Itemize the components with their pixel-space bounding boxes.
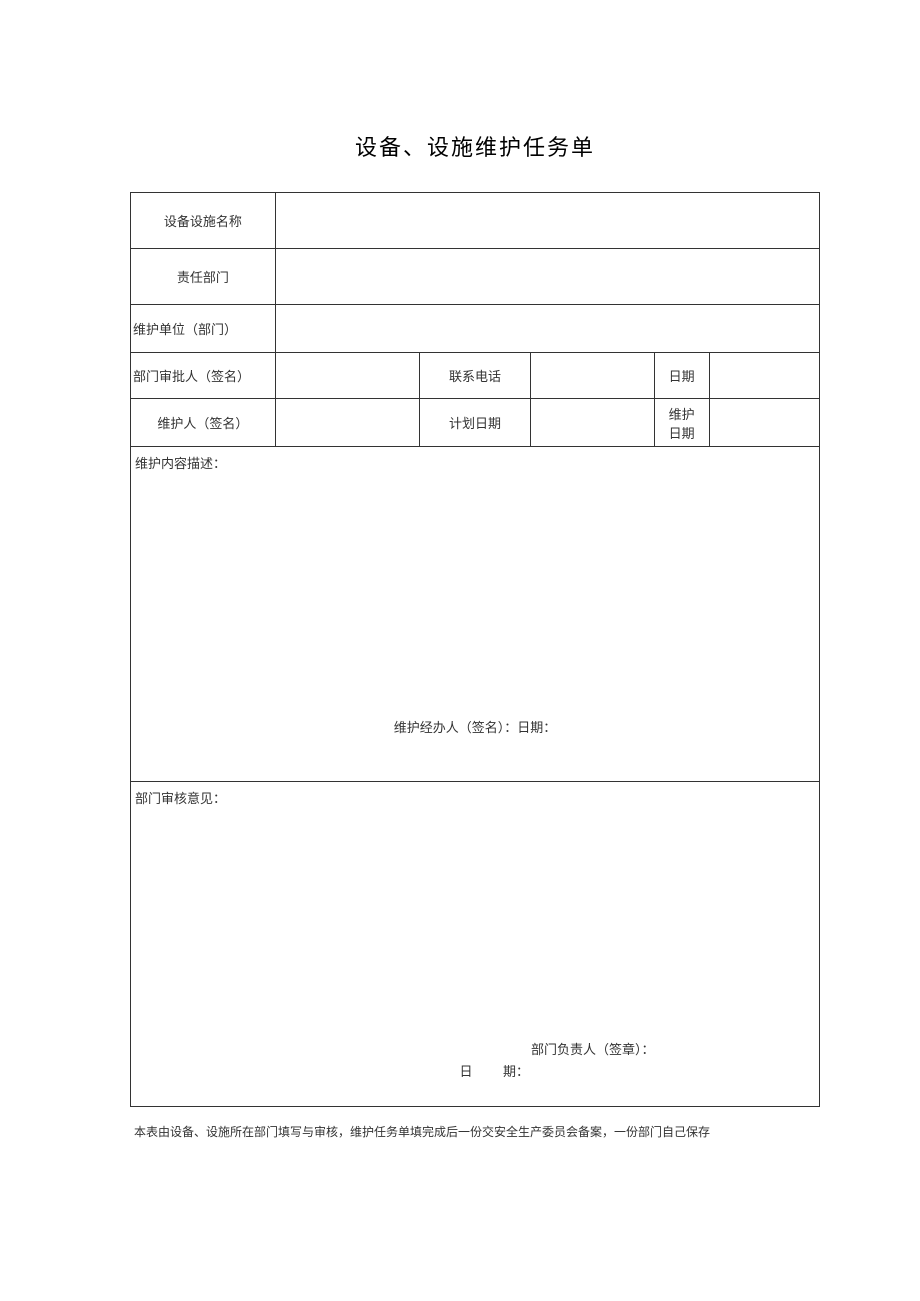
maint-date-line1: 维护 bbox=[669, 407, 695, 422]
label-maintainer: 维护人（签名） bbox=[131, 399, 276, 447]
form-footnote: 本表由设备、设施所在部门填写与审核，维护任务单填完成后一份交安全生产委员会备案，… bbox=[130, 1123, 820, 1140]
dept-head-signature-line: 部门负责人（签章）： bbox=[531, 1039, 655, 1058]
field-date[interactable] bbox=[709, 353, 819, 399]
label-maint-date: 维护 日期 bbox=[654, 399, 709, 447]
label-dept-review: 部门审核意见： bbox=[135, 788, 226, 807]
maintenance-content-section[interactable]: 维护内容描述： 维护经办人（签名）：日期： bbox=[131, 447, 820, 782]
label-plan-date: 计划日期 bbox=[420, 399, 530, 447]
field-maintenance-unit[interactable] bbox=[275, 305, 819, 353]
review-date-line: 日期： bbox=[441, 1061, 541, 1080]
label-equipment-name: 设备设施名称 bbox=[131, 193, 276, 249]
maintenance-form-table: 设备设施名称 责任部门 维护单位（部门） 部门审批人（签名） 联系电话 日期 维… bbox=[130, 192, 820, 1107]
label-date: 日期 bbox=[654, 353, 709, 399]
label-content-desc: 维护内容描述： bbox=[135, 453, 226, 472]
handler-signature-line: 维护经办人（签名）：日期： bbox=[131, 717, 819, 736]
maint-date-line2: 日期 bbox=[669, 426, 695, 441]
field-maintainer[interactable] bbox=[275, 399, 420, 447]
label-responsible-dept: 责任部门 bbox=[131, 249, 276, 305]
field-responsible-dept[interactable] bbox=[275, 249, 819, 305]
date-char-qi: 期： bbox=[491, 1061, 541, 1080]
field-contact-phone[interactable] bbox=[530, 353, 654, 399]
form-title: 设备、设施维护任务单 bbox=[130, 130, 820, 162]
label-dept-approver: 部门审批人（签名） bbox=[131, 353, 276, 399]
date-char-ri: 日 bbox=[441, 1061, 491, 1080]
field-dept-approver[interactable] bbox=[275, 353, 420, 399]
label-contact-phone: 联系电话 bbox=[420, 353, 530, 399]
field-equipment-name[interactable] bbox=[275, 193, 819, 249]
label-maintenance-unit: 维护单位（部门） bbox=[131, 305, 276, 353]
dept-review-section[interactable]: 部门审核意见： 部门负责人（签章）： 日期： bbox=[131, 782, 820, 1107]
field-plan-date[interactable] bbox=[530, 399, 654, 447]
field-maint-date[interactable] bbox=[709, 399, 819, 447]
